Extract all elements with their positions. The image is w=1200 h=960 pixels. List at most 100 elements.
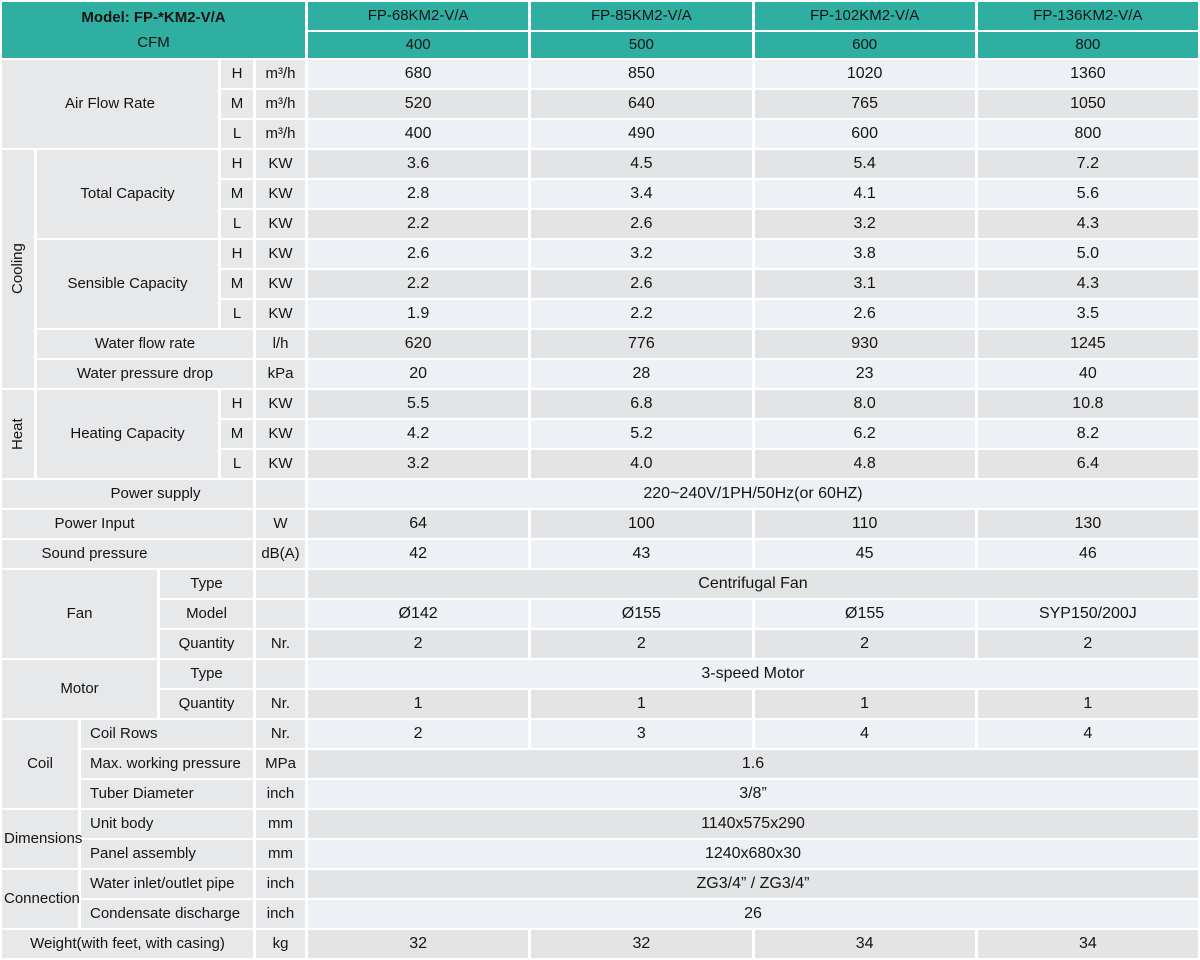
value-cell: 45 <box>754 540 975 568</box>
group-label-coil: Coil <box>2 720 78 808</box>
value-cell: 640 <box>531 90 752 118</box>
value-cell: 64 <box>308 510 529 538</box>
value-cell: 32 <box>531 930 752 958</box>
value-cell: 4.0 <box>531 450 752 478</box>
value-cell: 4.5 <box>531 150 752 178</box>
value-cell: Ø142 <box>308 600 529 628</box>
value-cell: 43 <box>531 540 752 568</box>
row-label-water-inlet-outlet-pipe: Water inlet/outlet pipe <box>81 870 253 898</box>
value-cell: 5.0 <box>977 240 1198 268</box>
value-cell: 100 <box>531 510 752 538</box>
speed-cell: M <box>221 180 253 208</box>
row-label-water-pressure-drop: Water pressure drop <box>37 360 253 388</box>
unit-cell: inch <box>256 780 305 808</box>
value-cell: 2.6 <box>308 240 529 268</box>
value-cell: 42 <box>308 540 529 568</box>
value-cell: 5.5 <box>308 390 529 418</box>
unit-cell-empty <box>256 600 305 628</box>
unit-cell: m³/h <box>256 60 305 88</box>
group-label-fan: Fan <box>2 570 157 658</box>
value-cell: 6.2 <box>754 420 975 448</box>
value-cell: 6.8 <box>531 390 752 418</box>
unit-cell: kPa <box>256 360 305 388</box>
speed-cell: L <box>221 450 253 478</box>
value-cell: 46 <box>977 540 1198 568</box>
value-cell: 776 <box>531 330 752 358</box>
value-cell: 1 <box>308 690 529 718</box>
value-cell-span: 1.6 <box>308 750 1198 778</box>
value-cell: 3.2 <box>308 450 529 478</box>
speed-cell: H <box>221 150 253 178</box>
row-label-power-supply: Power supply <box>2 480 253 508</box>
value-cell: 3.5 <box>977 300 1198 328</box>
value-cell: 800 <box>977 120 1198 148</box>
value-cell: 520 <box>308 90 529 118</box>
group-label-motor: Motor <box>2 660 157 718</box>
unit-cell: KW <box>256 390 305 418</box>
row-label-fan-quantity: Quantity <box>160 630 253 658</box>
group-label-connection: Connection <box>2 870 80 928</box>
speed-cell: L <box>221 210 253 238</box>
value-cell: 1360 <box>977 60 1198 88</box>
cfm-label: CFM <box>137 33 170 51</box>
value-cell: 3.2 <box>754 210 975 238</box>
value-cell: 4.3 <box>977 270 1198 298</box>
unit-cell: W <box>256 510 305 538</box>
row-label-fan-model: Model <box>160 600 253 628</box>
value-cell-span: 3/8” <box>308 780 1198 808</box>
unit-cell: KW <box>256 240 305 268</box>
value-cell: 2 <box>308 720 529 748</box>
value-cell: 2.6 <box>531 270 752 298</box>
unit-cell: m³/h <box>256 120 305 148</box>
value-cell: 4.2 <box>308 420 529 448</box>
value-cell: 5.4 <box>754 150 975 178</box>
unit-cell: KW <box>256 210 305 238</box>
unit-cell: KW <box>256 450 305 478</box>
value-cell: 6.4 <box>977 450 1198 478</box>
unit-cell: KW <box>256 150 305 178</box>
row-label-motor-quantity: Quantity <box>160 690 253 718</box>
unit-cell: inch <box>256 900 305 928</box>
value-cell: 2.6 <box>754 300 975 328</box>
value-cell: 1020 <box>754 60 975 88</box>
value-cell: 7.2 <box>977 150 1198 178</box>
row-label-water-flow-rate: Water flow rate <box>37 330 253 358</box>
column-header: FP-85KM2-V/A <box>531 2 752 30</box>
unit-cell: MPa <box>256 750 305 778</box>
value-cell: 10.8 <box>977 390 1198 418</box>
value-cell: 930 <box>754 330 975 358</box>
value-cell: 34 <box>754 930 975 958</box>
value-cell: 2 <box>531 630 752 658</box>
unit-cell: Nr. <box>256 720 305 748</box>
value-cell: 3.8 <box>754 240 975 268</box>
value-cell: 130 <box>977 510 1198 538</box>
row-label-panel-assembly: Panel assembly <box>81 840 253 868</box>
value-cell: 28 <box>531 360 752 388</box>
value-cell-span: 220~240V/1PH/50Hz(or 60HZ) <box>308 480 1198 508</box>
value-cell: 1 <box>754 690 975 718</box>
unit-cell: kg <box>256 930 305 958</box>
speed-cell: M <box>221 420 253 448</box>
unit-cell-empty <box>256 660 305 688</box>
group-label-heat: Heat <box>2 390 34 478</box>
value-cell-span: 26 <box>308 900 1198 928</box>
row-label-coil-rows: Coil Rows <box>81 720 253 748</box>
unit-cell: dB(A) <box>256 540 305 568</box>
value-cell: 680 <box>308 60 529 88</box>
value-cell: 3.2 <box>531 240 752 268</box>
value-cell: 5.2 <box>531 420 752 448</box>
unit-cell: inch <box>256 870 305 898</box>
value-cell: 2 <box>754 630 975 658</box>
row-label-condensate-discharge: Condensate discharge <box>81 900 253 928</box>
value-cell: 3.4 <box>531 180 752 208</box>
row-label-max-working-pressure: Max. working pressure <box>81 750 253 778</box>
speed-cell: H <box>221 60 253 88</box>
column-header: FP-102KM2-V/A <box>754 2 975 30</box>
cfm-value-cell: 500 <box>531 32 752 58</box>
unit-cell: m³/h <box>256 90 305 118</box>
unit-cell: mm <box>256 840 305 868</box>
value-cell-span: 1240x680x30 <box>308 840 1198 868</box>
cfm-value-cell: 600 <box>754 32 975 58</box>
value-cell: 3.6 <box>308 150 529 178</box>
